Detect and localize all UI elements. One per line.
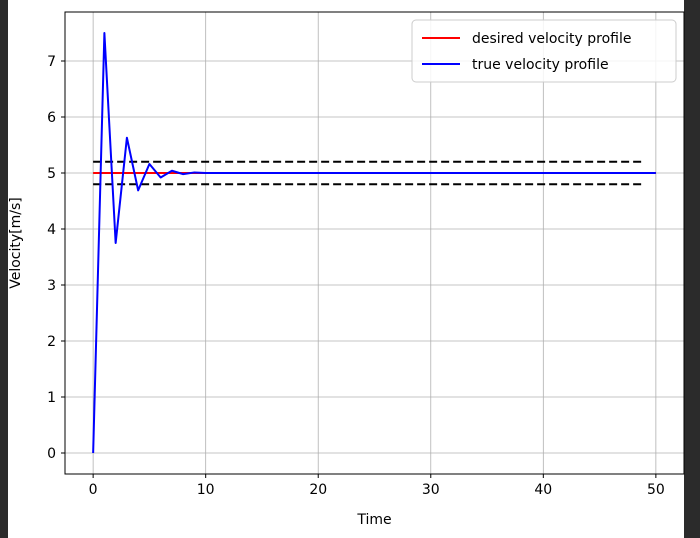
y-tick-label: 0: [47, 446, 56, 462]
y-tick-label: 2: [47, 334, 56, 350]
figure-canvas: [8, 0, 684, 538]
legend-label: desired velocity profile: [472, 31, 631, 47]
legend-label: true velocity profile: [472, 57, 609, 73]
y-tick-label: 1: [47, 390, 56, 406]
y-tick-label: 4: [47, 222, 56, 238]
x-tick-label: 20: [309, 482, 327, 498]
y-tick-label: 5: [47, 166, 56, 182]
x-tick-label: 10: [197, 482, 215, 498]
legend: desired velocity profile true velocity pr…: [411, 19, 677, 83]
window-edge-right: [684, 0, 700, 538]
x-tick-label: 30: [422, 482, 440, 498]
x-tick-label: 40: [534, 482, 552, 498]
window-edge-left: [0, 0, 8, 538]
y-axis-label: Velocity[m/s]: [8, 197, 24, 289]
legend-box: [411, 19, 677, 83]
x-tick-label: 50: [647, 482, 665, 498]
axis-ticks: 0 10 20 30 40 50 0 1 2 3 4 5 6 7: [47, 54, 665, 498]
y-tick-label: 6: [47, 110, 56, 126]
x-axis-label: Time: [356, 512, 391, 528]
x-tick-label: 0: [89, 482, 98, 498]
true-velocity-line: [92, 32, 656, 454]
tolerance-bounds: [93, 160, 645, 186]
plot-frame: [64, 11, 685, 475]
y-tick-label: 7: [47, 54, 56, 70]
y-tick-label: 3: [47, 278, 56, 294]
series-lines: [92, 32, 656, 454]
